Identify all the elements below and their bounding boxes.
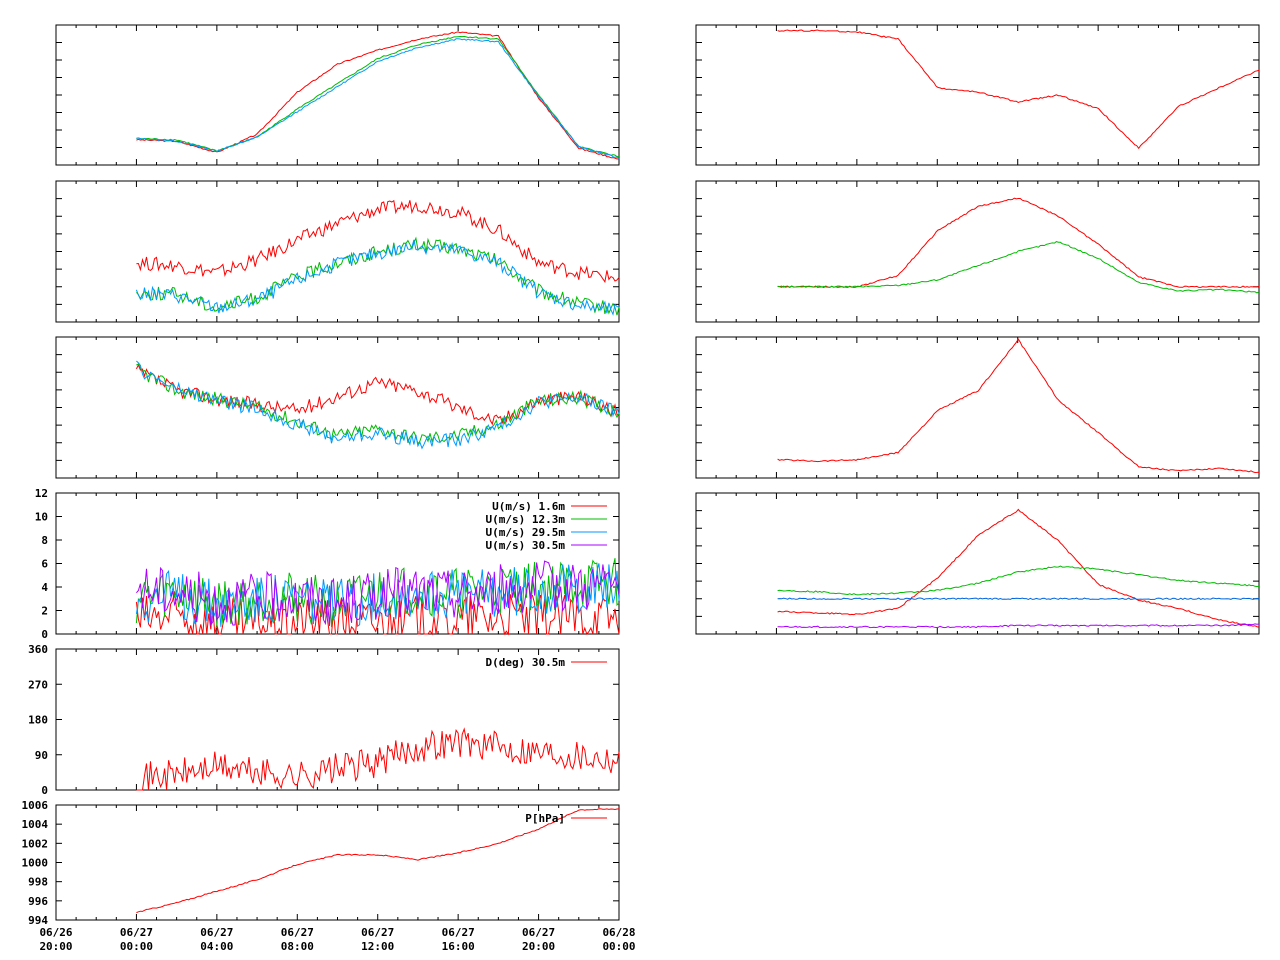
y-tick-label: 1002 (22, 837, 49, 850)
y-tick-label: 2 (41, 605, 48, 618)
y-tick-label: 12 (35, 487, 48, 500)
y-tick-label: 360 (28, 643, 48, 656)
plot-frame (695, 492, 1260, 635)
x-tick-date: 06/27 (200, 926, 233, 939)
series-line-wind-speed-3 (136, 560, 620, 627)
y-tick-label: 0 (41, 628, 48, 641)
series-line-right-4-2 (777, 597, 1260, 601)
x-tick-date: 06/27 (522, 926, 555, 939)
series-line-wind-speed-2 (135, 563, 620, 628)
plot-frame (695, 180, 1260, 323)
series-line-right-2-1 (777, 241, 1260, 294)
series-line-temp-left-0 (136, 31, 620, 160)
plot-frame (55, 336, 620, 479)
x-tick-date: 06/27 (120, 926, 153, 939)
x-tick-time: 20:00 (39, 940, 72, 953)
y-tick-label: 6 (41, 558, 48, 571)
series-line-rh-left-1 (136, 236, 620, 316)
legend-label: U(m/s) 1.6m (492, 500, 565, 513)
y-tick-label: 90 (35, 749, 48, 762)
panel-wind-speed: 0 2 4 6 8 10 12 U(m/s) 1.6mU(m/s) 12.3mU(m/s) 2… (35, 487, 620, 641)
panel-right-2 (695, 180, 1260, 323)
plot-frame (55, 24, 620, 166)
series-line-pressure-0 (136, 808, 620, 914)
y-tick-label: 10 (35, 511, 48, 524)
y-tick-label: 1000 (22, 857, 49, 870)
series-line-rh-left-2 (135, 239, 620, 316)
legend-label: P[hPa] (525, 812, 565, 825)
x-tick-time: 12:00 (361, 940, 394, 953)
x-tick-date: 06/27 (442, 926, 475, 939)
x-tick-date: 06/26 (39, 926, 72, 939)
y-tick-label: 180 (28, 714, 48, 727)
series-line-wind-speed-1 (135, 558, 620, 628)
panel-mix-left (55, 336, 620, 479)
panel-right-3 (695, 336, 1260, 479)
y-tick-label: 0 (41, 784, 48, 797)
x-tick-time: 00:00 (602, 940, 635, 953)
y-tick-label: 994 (28, 914, 48, 927)
y-tick-label: 4 (41, 581, 48, 594)
series-line-right-4-3 (777, 623, 1260, 629)
x-tick-time: 08:00 (281, 940, 314, 953)
series-line-right-3-0 (777, 338, 1260, 474)
series-line-right-4-1 (777, 565, 1260, 596)
x-tick-date: 06/28 (602, 926, 635, 939)
series-line-temp-left-2 (136, 38, 620, 159)
panel-rh-left (55, 180, 620, 323)
x-tick-date: 06/27 (281, 926, 314, 939)
plot-frame (55, 180, 620, 323)
x-tick-date: 06/27 (361, 926, 394, 939)
x-tick-time: 20:00 (522, 940, 555, 953)
series-line-right-2-0 (777, 197, 1260, 288)
legend-label: D(deg) 30.5m (486, 656, 566, 669)
series-line-mix-left-1 (136, 363, 620, 445)
series-line-mix-left-2 (136, 360, 620, 450)
y-tick-label: 1004 (22, 818, 49, 831)
y-tick-label: 998 (28, 876, 48, 889)
series-line-wind-dir-0 (136, 727, 620, 791)
legend-label: U(m/s) 12.3m (486, 513, 566, 526)
panel-wind-dir: 0 90 180 270 360 D(deg) 30.5m (28, 643, 620, 797)
y-tick-label: 270 (28, 678, 48, 691)
x-tick-time: 00:00 (120, 940, 153, 953)
panel-right-4 (695, 492, 1260, 635)
panel-pressure: 994 996 998 1000 1002 1004 1006 P[hPa] (22, 799, 620, 927)
y-tick-label: 996 (28, 895, 48, 908)
panel-right-1 (695, 24, 1260, 166)
plot-frame (695, 336, 1260, 479)
y-tick-label: 1006 (22, 799, 49, 812)
plot-frame (695, 24, 1260, 166)
series-line-temp-left-1 (136, 35, 620, 158)
legend-label: U(m/s) 30.5m (486, 539, 566, 552)
y-tick-label: 8 (41, 534, 48, 547)
series-line-rh-left-0 (136, 199, 620, 284)
legend-label: U(m/s) 29.5m (486, 526, 566, 539)
series-line-right-4-0 (777, 508, 1260, 628)
x-tick-time: 04:00 (200, 940, 233, 953)
x-tick-time: 16:00 (442, 940, 475, 953)
panel-temp-left (55, 24, 620, 166)
series-line-right-1-0 (777, 29, 1260, 150)
